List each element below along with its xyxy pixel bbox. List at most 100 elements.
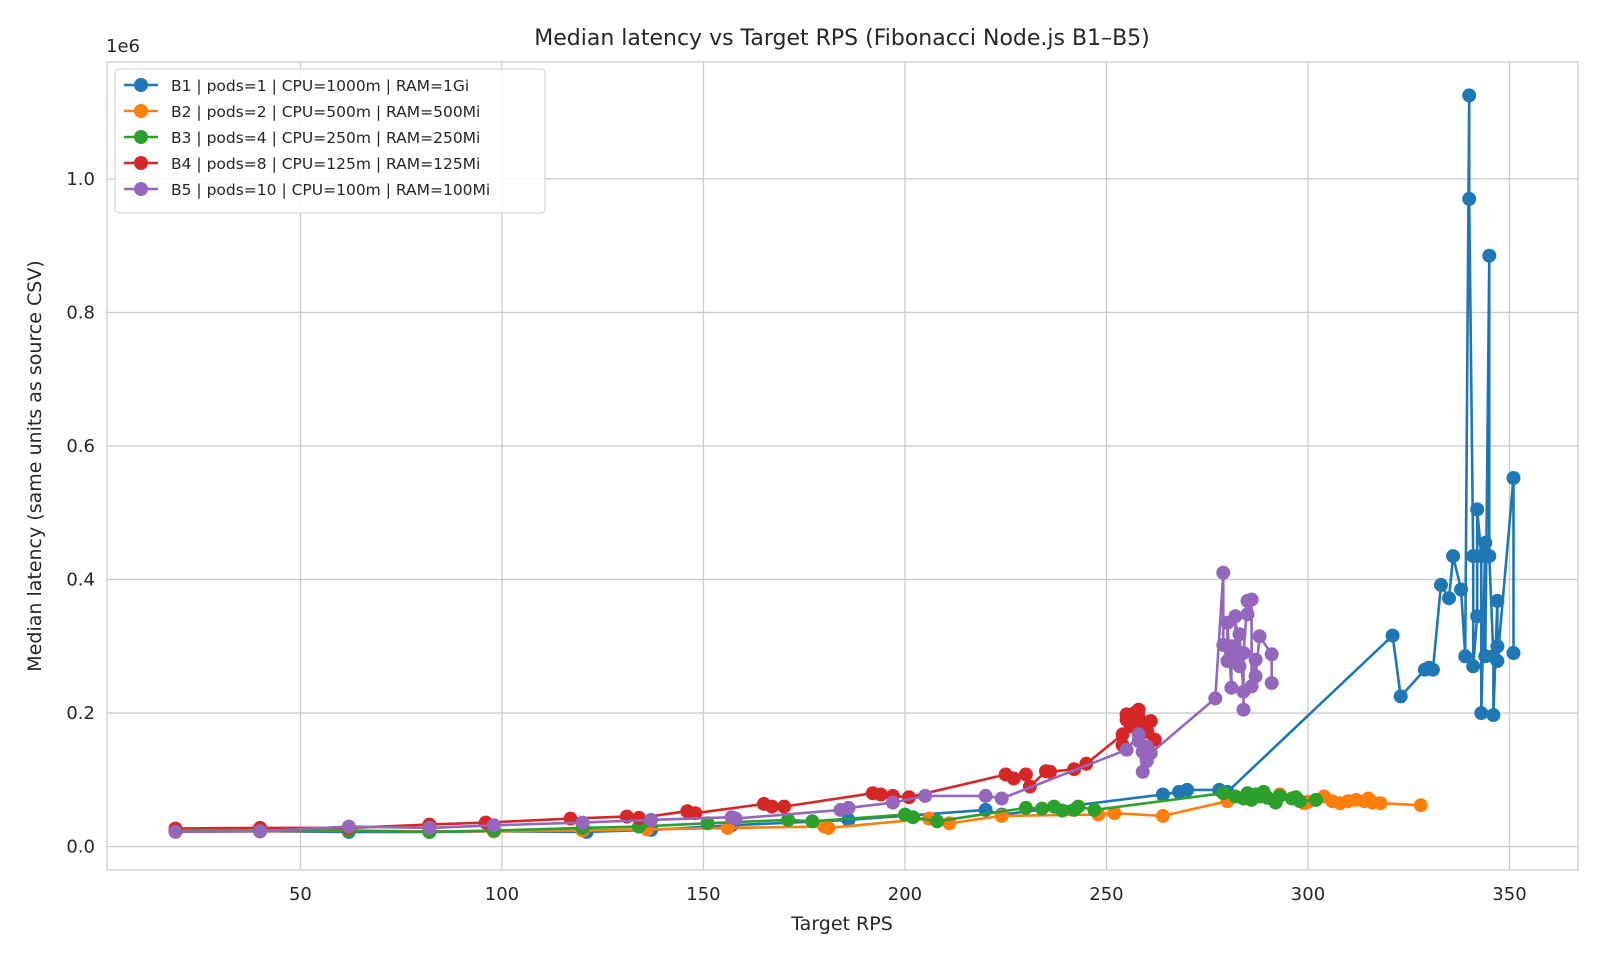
data-point (1506, 646, 1521, 660)
data-point (1474, 706, 1489, 721)
x-tick-label: 300 (1291, 884, 1325, 905)
data-point (1018, 800, 1033, 815)
data-point (1373, 796, 1388, 811)
data-point (1462, 88, 1477, 103)
data-point (1490, 654, 1505, 668)
legend-marker (134, 156, 148, 170)
legend-marker (134, 104, 148, 118)
legend-label: B2 | pods=2 | CPU=500m | RAM=500Mi (171, 103, 480, 121)
data-point (918, 788, 933, 803)
data-point (1119, 742, 1134, 757)
data-point (1131, 709, 1146, 724)
data-point (1035, 801, 1049, 816)
tick-labels: 50 100 150 200 250 300 350 0.0 0.2 0.4 0.6 0.8 1.0 (66, 169, 1526, 905)
data-point (805, 814, 820, 829)
data-point (1478, 535, 1493, 550)
legend-label: B4 | pods=8 | CPU=125m | RAM=125Mi (171, 155, 480, 173)
data-point (1224, 639, 1239, 654)
data-point (1248, 669, 1263, 684)
data-point (1135, 764, 1150, 779)
data-point (1309, 792, 1323, 807)
data-point (1107, 806, 1122, 821)
legend-marker (134, 182, 148, 196)
data-point (1143, 746, 1158, 761)
data-point (1442, 591, 1456, 606)
data-point (1228, 609, 1243, 624)
legend: B1 | pods=1 | CPU=1000m | RAM=1Gi B2 | po… (114, 68, 546, 214)
data-point (1043, 764, 1058, 779)
data-point (1244, 592, 1259, 607)
data-point (906, 810, 920, 825)
data-point (1470, 502, 1485, 517)
x-tick-label: 100 (485, 884, 519, 905)
data-point (1071, 799, 1086, 814)
data-point (1490, 639, 1505, 654)
data-point (1466, 659, 1481, 674)
y-tick-label: 1.0 (66, 169, 95, 190)
data-point (1413, 798, 1428, 813)
x-tick-label: 250 (1089, 884, 1123, 905)
data-point (1458, 649, 1473, 664)
legend-item-B4: B4 | pods=8 | CPU=125m | RAM=125Mi (124, 155, 480, 173)
data-point (632, 810, 646, 825)
data-point (1216, 786, 1231, 801)
legend-marker (134, 78, 148, 92)
y-axis-label: Median latency (same units as source CSV… (24, 260, 46, 671)
data-point (1216, 565, 1231, 580)
data-point (1006, 771, 1021, 786)
data-point (821, 820, 836, 835)
data-point (1236, 646, 1251, 660)
data-point (1264, 676, 1279, 690)
data-point (1155, 787, 1170, 802)
data-point (1143, 714, 1158, 729)
data-point (781, 812, 796, 827)
data-point (1385, 628, 1400, 643)
grid (107, 62, 1578, 870)
data-point (168, 824, 183, 839)
data-point (1055, 803, 1070, 818)
data-point (486, 818, 501, 833)
data-point (1482, 549, 1497, 564)
x-tick-label: 350 (1492, 884, 1526, 905)
data-point (1393, 689, 1408, 704)
data-point (1434, 577, 1448, 592)
data-point (1506, 471, 1521, 485)
x-axis-label: Target RPS (790, 913, 893, 935)
plot-area-frame (106, 61, 1579, 871)
data-point (1208, 691, 1223, 706)
data-point (1425, 662, 1440, 677)
legend-item-B1: B1 | pods=1 | CPU=1000m | RAM=1Gi (124, 77, 469, 95)
data-point (885, 795, 900, 810)
data-point (1232, 659, 1247, 674)
legend-box (114, 68, 546, 214)
data-point (1224, 680, 1239, 695)
y-offset-label: 1e6 (106, 36, 140, 57)
data-point (1240, 607, 1255, 622)
data-point (1264, 647, 1279, 662)
data-point (765, 799, 779, 814)
data-point (1462, 191, 1477, 206)
data-point (873, 787, 888, 802)
data-point (1272, 788, 1287, 803)
data-point (1018, 767, 1033, 782)
legend-item-B5: B5 | pods=10 | CPU=100m | RAM=100Mi (124, 181, 490, 199)
data-point (930, 814, 945, 829)
data-point (644, 812, 659, 827)
x-tick-label: 200 (888, 884, 922, 905)
data-point (728, 811, 743, 826)
x-tick-label: 50 (289, 884, 312, 905)
series-B5 (168, 565, 1279, 839)
data-point (777, 799, 792, 814)
x-tick-label: 150 (686, 884, 720, 905)
y-tick-label: 0.4 (66, 570, 95, 591)
legend-label: B1 | pods=1 | CPU=1000m | RAM=1Gi (171, 77, 469, 95)
data-point (978, 788, 993, 803)
data-point (720, 820, 735, 835)
series-layer (168, 88, 1521, 839)
data-point (1454, 582, 1469, 597)
data-point (841, 800, 856, 815)
data-point (1155, 808, 1170, 823)
data-point (422, 820, 437, 835)
data-point (700, 816, 715, 831)
